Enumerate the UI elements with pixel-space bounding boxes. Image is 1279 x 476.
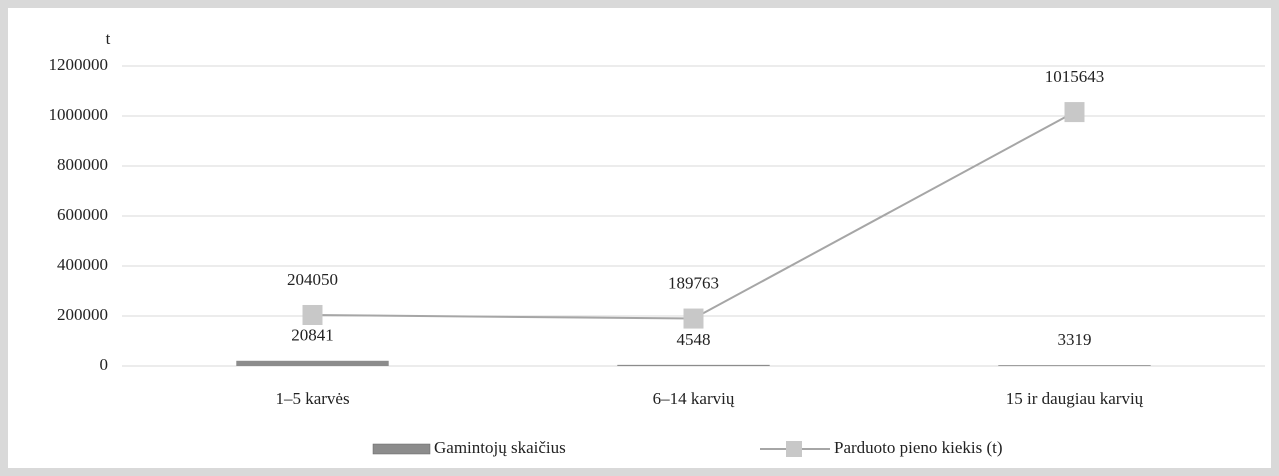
bar-value-label: 4548 bbox=[677, 330, 711, 349]
bar bbox=[236, 360, 389, 366]
bar-value-label: 20841 bbox=[291, 326, 334, 345]
bar-value-label: 3319 bbox=[1058, 330, 1092, 349]
legend-label: Gamintojų skaičius bbox=[434, 438, 566, 457]
line-value-label: 204050 bbox=[287, 270, 338, 289]
y-tick-label: 400000 bbox=[57, 255, 108, 274]
legend-swatch bbox=[786, 441, 802, 457]
line-marker bbox=[683, 308, 704, 329]
y-tick-label: 1200000 bbox=[49, 55, 109, 74]
x-tick-label: 6–14 karvių bbox=[653, 389, 735, 408]
x-tick-label: 1–5 karvės bbox=[275, 389, 349, 408]
line-value-label: 189763 bbox=[668, 273, 719, 292]
legend-label: Parduoto pieno kiekis (t) bbox=[834, 438, 1003, 457]
y-axis-label: t bbox=[106, 29, 111, 48]
y-tick-label: 200000 bbox=[57, 305, 108, 324]
line-marker bbox=[302, 304, 323, 325]
y-tick-label: 600000 bbox=[57, 205, 108, 224]
y-tick-label: 800000 bbox=[57, 155, 108, 174]
y-tick-label: 0 bbox=[100, 355, 109, 374]
bar bbox=[998, 365, 1151, 366]
legend-swatch bbox=[372, 443, 431, 455]
y-tick-label: 1000000 bbox=[49, 105, 109, 124]
line-value-label: 1015643 bbox=[1045, 67, 1105, 86]
x-tick-label: 15 ir daugiau karvių bbox=[1006, 389, 1144, 408]
line-marker bbox=[1064, 102, 1085, 123]
bar bbox=[617, 364, 770, 366]
